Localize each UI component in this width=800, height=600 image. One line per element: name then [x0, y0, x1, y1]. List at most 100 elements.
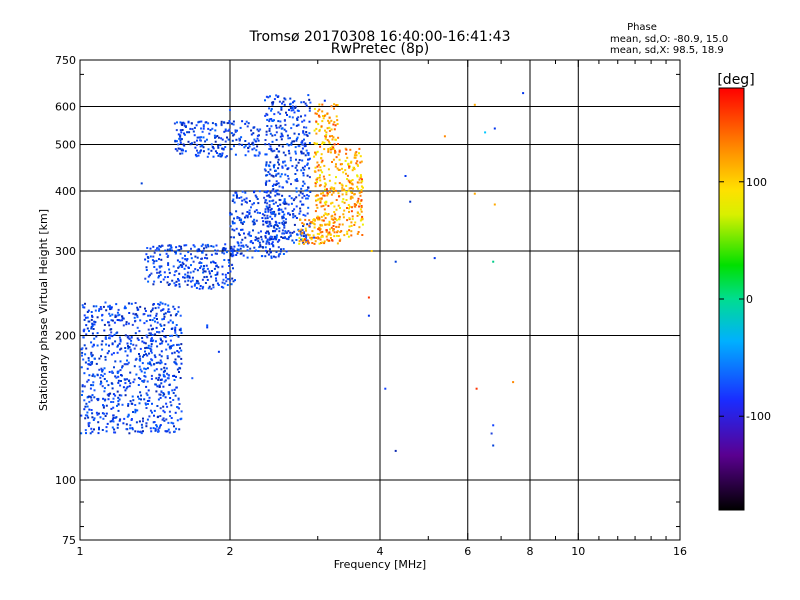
o-mode-point	[297, 116, 300, 119]
o-mode-point	[182, 143, 185, 146]
o-mode-point	[301, 120, 304, 123]
o-mode-point	[114, 375, 117, 378]
o-mode-point	[195, 155, 198, 158]
o-mode-point	[253, 191, 255, 194]
o-mode-point	[284, 221, 287, 224]
o-mode-point	[144, 402, 147, 405]
o-mode-point	[131, 428, 134, 431]
o-mode-point	[190, 247, 192, 250]
o-mode-point	[216, 273, 219, 276]
o-mode-point	[182, 263, 185, 265]
o-mode-point	[91, 315, 94, 318]
o-mode-point	[308, 176, 311, 179]
o-mode-point	[224, 243, 227, 246]
o-mode-point	[186, 258, 189, 260]
x-mode-point	[354, 221, 357, 224]
x-mode-point	[320, 215, 323, 218]
o-mode-point	[83, 318, 86, 321]
x-mode-point-isolated	[443, 135, 446, 138]
o-mode-point	[158, 248, 161, 251]
o-mode-point	[124, 334, 127, 337]
o-mode-point	[290, 142, 293, 145]
o-mode-point-isolated	[394, 449, 397, 452]
o-mode-point	[297, 228, 300, 231]
o-mode-point	[208, 285, 211, 288]
x-mode-point-isolated	[473, 192, 476, 195]
o-mode-point	[164, 303, 167, 306]
o-mode-point	[296, 119, 299, 121]
x-mode-point	[330, 202, 332, 205]
x-mode-point	[338, 182, 341, 185]
o-mode-point	[127, 345, 129, 348]
o-mode-point	[258, 152, 261, 155]
o-mode-point	[199, 285, 202, 287]
o-mode-point	[285, 237, 288, 240]
o-mode-point	[145, 392, 148, 395]
o-mode-point	[136, 316, 139, 319]
o-mode-point	[231, 264, 233, 266]
x-mode-point	[334, 149, 336, 152]
x-mode-point	[332, 189, 335, 192]
o-mode-point	[102, 404, 104, 407]
x-mode-point	[317, 194, 319, 197]
o-mode-point	[266, 251, 269, 254]
o-mode-point	[258, 241, 261, 244]
x-mode-point	[346, 219, 349, 222]
o-mode-point	[290, 183, 292, 186]
o-mode-point	[278, 230, 281, 233]
x-mode-point	[299, 218, 302, 221]
o-mode-point	[270, 109, 273, 112]
o-mode-point	[267, 253, 270, 256]
o-mode-point	[143, 367, 146, 370]
o-mode-point	[154, 340, 157, 343]
y-tick-label: 75	[62, 534, 76, 547]
x-mode-point	[314, 166, 317, 169]
o-mode-point	[287, 137, 290, 140]
x-mode-point	[335, 156, 338, 159]
o-mode-point	[153, 280, 156, 283]
x-mode-point	[356, 214, 359, 217]
o-mode-point	[112, 414, 115, 417]
o-mode-point	[268, 179, 271, 182]
o-mode-point	[179, 264, 182, 267]
o-mode-point	[158, 275, 160, 278]
x-mode-point	[319, 174, 321, 177]
o-mode-point	[101, 340, 104, 343]
o-mode-point	[180, 410, 183, 413]
x-mode-point	[341, 200, 344, 203]
o-mode-point	[275, 124, 278, 127]
o-mode-point	[259, 245, 262, 248]
o-mode-point	[183, 276, 186, 279]
x-mode-point	[350, 210, 353, 213]
x-mode-point	[318, 129, 321, 132]
o-mode-point	[278, 239, 281, 241]
o-mode-point	[282, 216, 285, 219]
o-mode-point	[247, 233, 250, 236]
o-mode-point	[149, 332, 152, 335]
o-mode-point	[265, 205, 268, 208]
o-mode-point	[177, 143, 180, 146]
o-mode-point	[258, 190, 261, 193]
o-mode-point	[150, 337, 153, 340]
o-mode-point	[152, 427, 155, 430]
x-mode-point	[362, 186, 364, 189]
o-mode-point	[177, 343, 180, 346]
o-mode-point	[183, 133, 186, 136]
o-mode-point	[178, 403, 181, 405]
o-mode-point	[191, 128, 194, 131]
x-mode-point	[338, 158, 341, 161]
o-mode-point	[266, 202, 269, 205]
o-mode-point	[269, 209, 272, 211]
o-mode-point	[159, 425, 161, 428]
o-mode-point	[229, 279, 232, 282]
x-mode-point	[324, 188, 326, 191]
x-mode-point	[316, 165, 319, 168]
o-mode-point	[166, 430, 169, 433]
o-mode-point	[195, 124, 198, 127]
o-mode-point	[132, 381, 135, 384]
o-mode-point	[180, 357, 183, 360]
o-mode-point	[306, 189, 309, 192]
o-mode-point	[159, 396, 162, 399]
o-mode-point	[197, 121, 200, 124]
x-mode-point	[341, 167, 343, 170]
